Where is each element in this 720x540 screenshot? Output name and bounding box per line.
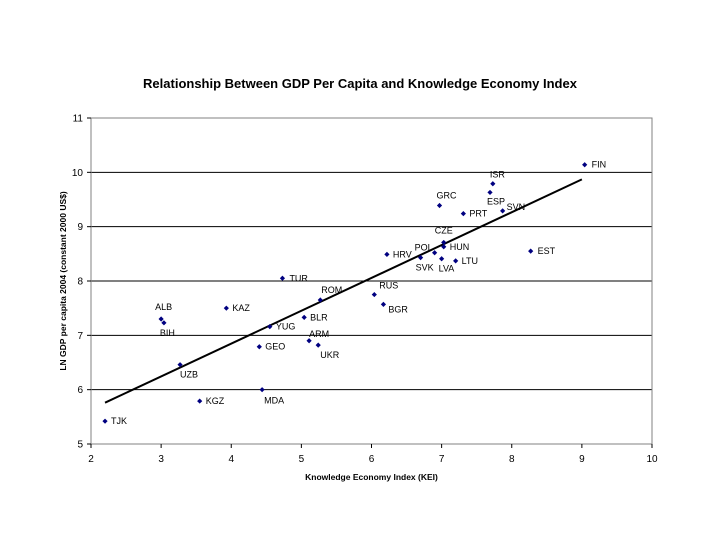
point-label-geo: GEO	[265, 342, 285, 352]
point-label-pol: POL	[415, 243, 433, 253]
point-label-tjk: TJK	[111, 416, 127, 426]
point-label-hun: HUN	[450, 242, 470, 252]
point-label-ukr: UKR	[320, 350, 340, 360]
data-point-tjk	[102, 418, 108, 424]
point-label-uzb: UZB	[180, 370, 198, 380]
y-tick-label: 9	[77, 222, 83, 233]
x-tick-label: 5	[299, 454, 305, 465]
data-point-blr	[301, 314, 307, 321]
data-point-kgz	[197, 398, 203, 404]
point-label-mda: MDA	[264, 396, 284, 406]
data-point-bgr	[380, 301, 387, 307]
point-label-arm: ARM	[309, 329, 329, 339]
point-label-esp: ESP	[487, 196, 505, 206]
x-tick-label: 9	[579, 454, 585, 465]
data-point-hun	[441, 244, 447, 250]
y-tick-label: 5	[77, 440, 83, 451]
data-point-alb	[158, 316, 164, 322]
y-tick-label: 8	[77, 277, 83, 288]
point-label-fin: FIN	[592, 160, 607, 170]
y-tick-label: 7	[77, 331, 83, 342]
point-label-alb: ALB	[155, 302, 172, 312]
x-tick-label: 3	[158, 454, 164, 465]
data-point-bih	[161, 320, 167, 326]
point-label-isr: ISR	[490, 170, 506, 180]
x-axis-title: Knowledge Economy Index (KEI)	[305, 472, 438, 482]
chart-title: Relationship Between GDP Per Capita and …	[143, 76, 577, 91]
point-label-hrv: HRV	[393, 249, 412, 259]
point-label-svn: SVN	[507, 202, 526, 212]
point-label-kaz: KAZ	[232, 303, 250, 313]
data-point-ltu	[453, 258, 459, 264]
data-point-yug	[267, 324, 273, 330]
data-point-svn	[500, 208, 506, 214]
point-label-tur: TUR	[289, 273, 308, 283]
y-tick-label: 10	[72, 168, 84, 179]
point-label-cze: CZE	[435, 225, 453, 235]
x-tick-label: 6	[369, 454, 375, 465]
x-tick-label: 10	[646, 454, 658, 465]
data-point-est	[528, 248, 534, 254]
data-point-mda	[259, 387, 265, 393]
point-label-svk: SVK	[416, 263, 434, 273]
y-axis-title: LN GDP per capita 2004 (constant 2000 US…	[58, 191, 68, 371]
x-tick-label: 7	[439, 454, 445, 465]
point-label-yug: YUG	[276, 322, 296, 332]
data-point-tur	[279, 275, 286, 281]
point-label-bih: BIH	[160, 328, 175, 338]
point-label-lva: LVA	[439, 264, 455, 274]
trend-line	[104, 178, 583, 404]
y-tick-label: 6	[77, 385, 83, 396]
point-label-blr: BLR	[310, 312, 328, 322]
point-label-grc: GRC	[437, 190, 458, 200]
data-point-prt	[460, 211, 466, 217]
data-point-grc	[436, 202, 443, 209]
point-label-bgr: BGR	[388, 304, 408, 314]
x-tick-label: 8	[509, 454, 515, 465]
x-tick-label: 4	[228, 454, 234, 465]
point-label-rom: ROM	[321, 285, 342, 295]
data-point-ukr	[315, 342, 321, 348]
point-label-ltu: LTU	[462, 256, 478, 266]
data-point-geo	[256, 344, 262, 350]
data-point-svk	[417, 255, 424, 261]
point-label-rus: RUS	[379, 281, 398, 291]
y-tick-label: 11	[73, 114, 84, 125]
point-label-est: EST	[538, 246, 556, 256]
data-point-rom	[317, 297, 323, 303]
data-point-lva	[439, 256, 445, 262]
data-point-esp	[487, 189, 493, 196]
data-point-uzb	[177, 362, 183, 368]
data-point-fin	[582, 162, 588, 168]
data-point-cze	[441, 239, 447, 246]
data-point-isr	[490, 181, 496, 187]
x-tick-label: 2	[88, 454, 94, 465]
point-label-prt: PRT	[469, 209, 487, 219]
data-point-pol	[432, 250, 438, 256]
data-point-arm	[306, 338, 312, 344]
data-point-kaz	[223, 305, 229, 311]
point-label-kgz: KGZ	[206, 396, 225, 406]
data-point-hrv	[384, 251, 390, 257]
data-point-rus	[371, 291, 377, 298]
